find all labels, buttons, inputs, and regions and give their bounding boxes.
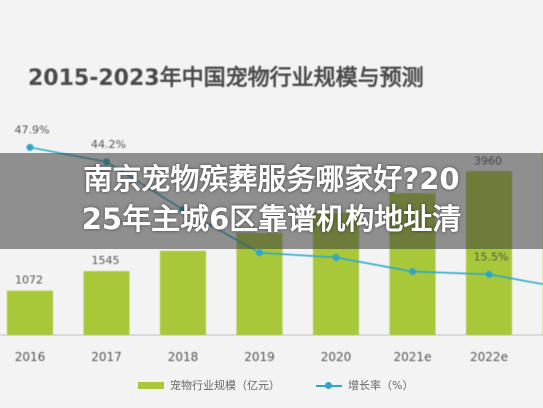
bar-2016 [7, 290, 53, 335]
headline-text: 南京宠物殡葬服务哪家好?20 25年主城6区靠谱机构地址清 [0, 159, 543, 239]
bar-value-label-2016: 1072 [15, 274, 43, 287]
headline-line-1: 南京宠物殡葬服务哪家好?20 [83, 162, 460, 196]
x-tick-label-2019: 2019 [244, 350, 275, 364]
legend-bar-label: 宠物行业规模（亿元） [170, 379, 280, 392]
legend-line-label: 增长率（%） [348, 379, 414, 392]
growth-value-label-2017: 44.2% [91, 138, 126, 151]
growth-point-2022e [485, 270, 493, 278]
x-tick-label-2022e: 2022e [470, 350, 508, 364]
chart-title: 2015-2023年中国宠物行业规模与预测 [28, 66, 424, 91]
bar-value-label-2017: 1545 [92, 254, 120, 267]
headline-line-2: 25年主城6区靠谱机构地址清 [81, 202, 462, 236]
bar-2018 [160, 250, 206, 335]
headline-banner [0, 153, 543, 249]
growth-point-2019 [256, 249, 263, 257]
growth-point-2020 [332, 253, 340, 261]
legend-bar-swatch [138, 382, 164, 389]
bar-2017 [83, 271, 130, 335]
x-tick-label-2020: 2020 [321, 350, 352, 364]
x-tick-label-2017: 2017 [91, 350, 122, 364]
growth-point-2021e [409, 268, 416, 276]
x-tick-label-2018: 2018 [168, 350, 199, 364]
growth-value-label-2022e: 15.5% [474, 250, 509, 263]
growth-value-label-2016: 47.9% [15, 123, 50, 136]
x-tick-label-2021e: 2021e [394, 350, 432, 364]
x-tick-label-2016: 2016 [15, 350, 46, 364]
growth-point-2016 [26, 143, 34, 151]
legend-line-dot [325, 382, 332, 389]
